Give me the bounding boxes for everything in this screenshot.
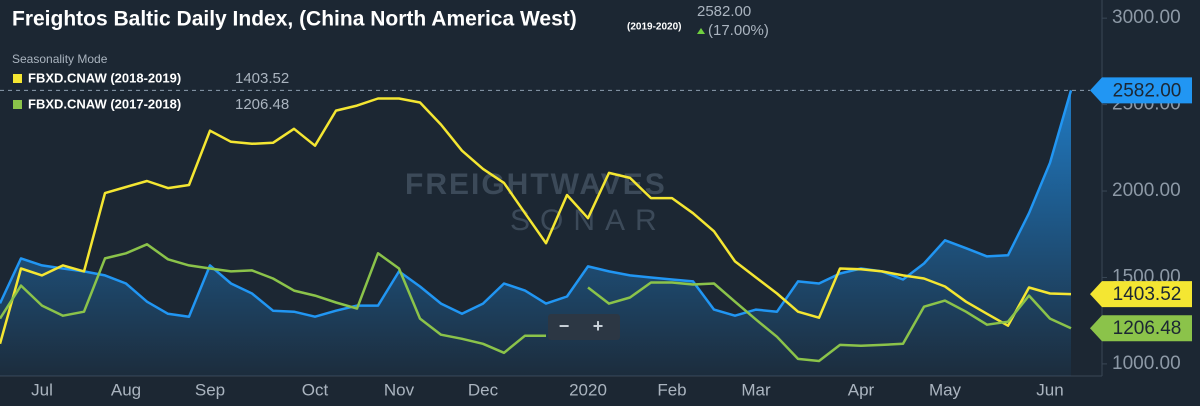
up-arrow [697, 28, 705, 34]
x-tick-label: Nov [384, 380, 415, 399]
legend-value: 1206.48 [235, 96, 289, 113]
watermark: SONAR [510, 204, 667, 237]
legend-label: FBXD.CNAW (2018-2019) [28, 70, 181, 85]
value-tag [1090, 77, 1192, 104]
zoom-in[interactable]: + [593, 316, 604, 336]
area [0, 90, 1071, 377]
legend-value: 1403.52 [235, 70, 289, 87]
series-line [0, 90, 1073, 318]
value-tag-label: 2582.00 [1113, 80, 1182, 101]
y-tick-label: 2000.00 [1112, 180, 1181, 201]
legend-label: FBXD.CNAW (2017-2018) [28, 96, 181, 111]
x-tick-label: Aug [111, 380, 141, 399]
x-tick-label: 2020 [569, 380, 607, 399]
x-tick-label: Dec [468, 380, 499, 399]
legend-swatch [13, 100, 22, 109]
value-tag [1090, 315, 1192, 342]
period: (2019-2020) [627, 22, 681, 33]
x-tick-label: Sep [195, 380, 225, 399]
chart-title: Freightos Baltic Daily Index, (China Nor… [12, 8, 577, 31]
y-tick-label: 1000.00 [1112, 353, 1181, 374]
x-tick-label: Feb [657, 380, 686, 399]
x-tick-label: May [929, 380, 962, 399]
legend-swatch [13, 74, 22, 83]
series-line [0, 97, 1072, 345]
series-line [0, 243, 1072, 363]
x-tick-label: Mar [741, 380, 771, 399]
x-tick-label: Jun [1036, 380, 1063, 399]
legend-title: Seasonality Mode [12, 52, 108, 66]
zoom-panel [548, 314, 620, 340]
value-tag [1090, 281, 1192, 308]
x-tick-label: Jul [31, 380, 53, 399]
x-tick-label: Apr [848, 380, 875, 399]
watermark: FREIGHTWAVES [405, 168, 667, 201]
x-tick-label: Oct [302, 380, 329, 399]
value-tag-label: 1206.48 [1113, 318, 1182, 339]
y-tick-label: 3000.00 [1112, 7, 1181, 28]
change: (17.00%) [708, 22, 769, 39]
last-value: 2582.00 [697, 3, 751, 20]
zoom-out[interactable]: − [559, 316, 570, 336]
zoom-controls: − + [548, 314, 620, 340]
value-tag-label: 1403.52 [1113, 284, 1182, 305]
